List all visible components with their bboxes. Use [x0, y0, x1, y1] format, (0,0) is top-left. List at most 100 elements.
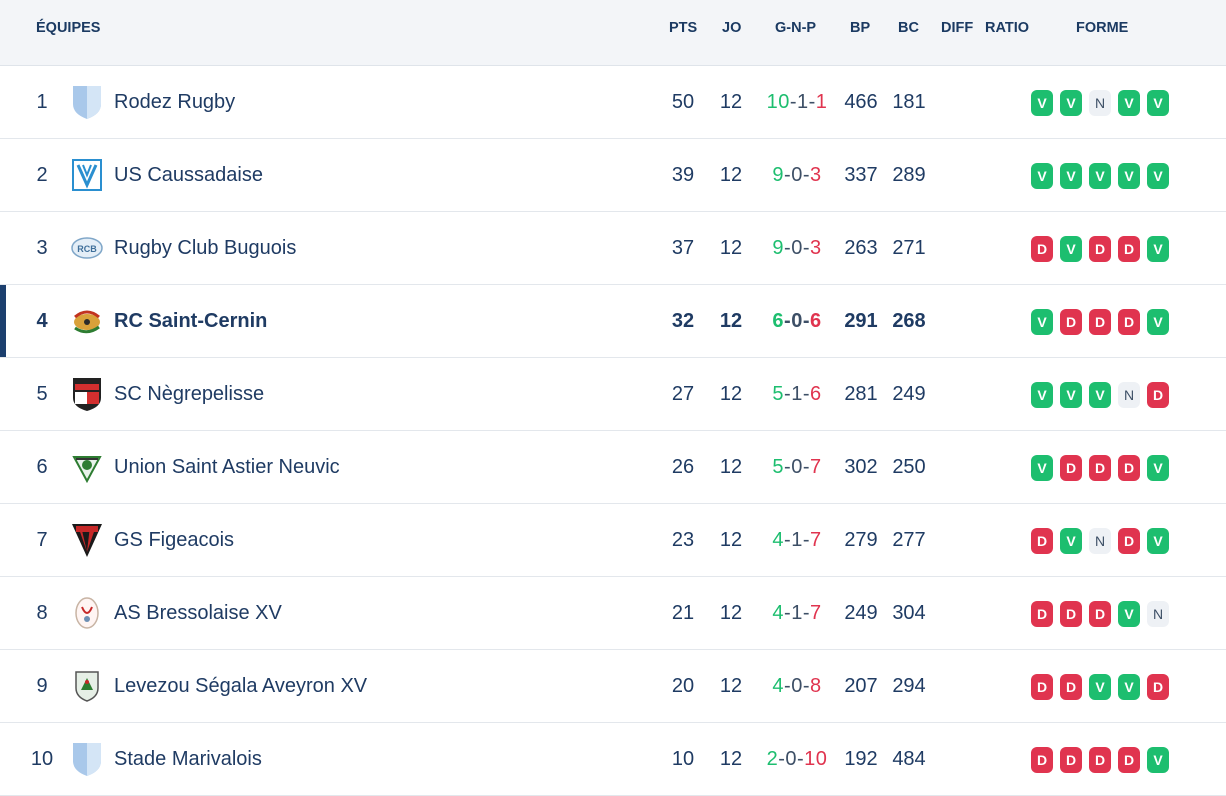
wins: 6 [772, 310, 785, 332]
form-badge[interactable]: D [1060, 455, 1082, 481]
form-badge[interactable]: V [1147, 455, 1169, 481]
table-row[interactable]: 6 Union Saint Astier Neuvic 26 12 5-0-7 302 25… [0, 431, 1226, 504]
table-row[interactable]: 9 Levezou Ségala Aveyron XV 20 12 4-0-8 207 29… [0, 650, 1226, 723]
table-row[interactable]: 3 RCB Rugby Club Buguois 37 12 9-0-3 263 271 D V D… [0, 212, 1226, 285]
points: 23 [671, 529, 695, 551]
form-badge[interactable]: D [1089, 747, 1111, 773]
form-badge[interactable]: D [1031, 236, 1053, 262]
points-against: 271 [892, 237, 926, 259]
form-badge[interactable]: V [1147, 747, 1169, 773]
form-badge[interactable]: V [1147, 90, 1169, 116]
table-row[interactable]: 4 RC Saint-Cernin 32 12 6-0-6 291 268 V D D D V [0, 285, 1226, 358]
wins: 4 [772, 675, 785, 697]
form-badge[interactable]: D [1031, 528, 1053, 554]
form-badge[interactable]: D [1118, 309, 1140, 335]
form-badge[interactable]: V [1089, 382, 1111, 408]
rank: 10 [30, 748, 54, 770]
form-badge[interactable]: D [1031, 601, 1053, 627]
rank: 5 [36, 383, 48, 405]
header-bc[interactable]: BC [898, 20, 919, 36]
table-row[interactable]: 7 GS Figeacois 23 12 4-1-7 279 277 D V N D V [0, 504, 1226, 577]
header-pts[interactable]: PTS [669, 20, 698, 36]
saint-astier-logo [70, 449, 104, 485]
form-badge[interactable]: D [1089, 455, 1111, 481]
team-name-link[interactable]: Stade Marivalois [114, 748, 262, 770]
team-name-link[interactable]: US Caussadaise [114, 164, 263, 186]
form-badge[interactable]: V [1147, 163, 1169, 189]
header-diff[interactable]: DIFF [941, 20, 974, 36]
points-against: 181 [892, 91, 926, 113]
form-badge[interactable]: D [1060, 601, 1082, 627]
form-badge[interactable]: D [1060, 747, 1082, 773]
form-badge[interactable]: V [1031, 163, 1053, 189]
form-badge[interactable]: D [1031, 674, 1053, 700]
form-badge[interactable]: D [1147, 674, 1169, 700]
form-badge[interactable]: N [1089, 90, 1111, 116]
rank: 9 [36, 675, 48, 697]
draws: 0 [791, 164, 803, 186]
table-row[interactable]: 5 SC Nègrepelisse 27 12 5-1-6 281 249 V V V N D [0, 358, 1226, 431]
form-badge[interactable]: D [1031, 747, 1053, 773]
form-badge[interactable]: V [1031, 309, 1053, 335]
form-badge[interactable]: V [1147, 528, 1169, 554]
form-badge[interactable]: V [1031, 455, 1053, 481]
form-badge[interactable]: V [1089, 674, 1111, 700]
form-badge[interactable]: D [1089, 309, 1111, 335]
team-name-link[interactable]: AS Bressolaise XV [114, 602, 282, 624]
table-row[interactable]: 8 AS Bressolaise XV 21 12 4-1-7 249 304 D D D V N [0, 577, 1226, 650]
form-badge[interactable]: V [1147, 236, 1169, 262]
form-badge[interactable]: D [1147, 382, 1169, 408]
form-badge[interactable]: V [1089, 163, 1111, 189]
header-ratio[interactable]: RATIO [985, 20, 1030, 36]
shield-light-blue-logo [70, 741, 104, 777]
team-name-link[interactable]: RC Saint-Cernin [114, 310, 268, 332]
form-badge[interactable]: V [1060, 236, 1082, 262]
form-badge[interactable]: V [1060, 163, 1082, 189]
form-badge[interactable]: V [1060, 90, 1082, 116]
table-row[interactable]: 10 Stade Marivalois 10 12 2-0-10 192 484 D D D D V [0, 723, 1226, 796]
wins: 2 [766, 748, 779, 770]
form-badge[interactable]: D [1089, 236, 1111, 262]
header-jo[interactable]: JO [722, 20, 742, 36]
form-badge[interactable]: D [1060, 309, 1082, 335]
header-gnp[interactable]: G-N-P [775, 20, 817, 36]
form-badge[interactable]: V [1031, 382, 1053, 408]
form-badge[interactable]: N [1118, 382, 1140, 408]
form-badge[interactable]: N [1089, 528, 1111, 554]
form-badge[interactable]: V [1147, 309, 1169, 335]
form-badge[interactable]: N [1147, 601, 1169, 627]
form-badge[interactable]: V [1118, 601, 1140, 627]
points-for: 263 [844, 237, 878, 259]
form-badge[interactable]: D [1060, 674, 1082, 700]
table-row[interactable]: 2 US Caussadaise 39 12 9-0-3 337 289 V V V V V [0, 139, 1226, 212]
form-badge[interactable]: V [1060, 382, 1082, 408]
losses: 6 [809, 383, 822, 405]
team-name-link[interactable]: Levezou Ségala Aveyron XV [114, 675, 368, 697]
form-badge[interactable]: D [1118, 236, 1140, 262]
header-bp[interactable]: BP [850, 20, 871, 36]
header-equipes[interactable]: ÉQUIPES [36, 20, 101, 36]
form-badge[interactable]: V [1118, 90, 1140, 116]
rank: 7 [36, 529, 48, 551]
form-badge[interactable]: D [1118, 528, 1140, 554]
points-against: 268 [892, 310, 926, 332]
team-name-link[interactable]: SC Nègrepelisse [114, 383, 265, 405]
team-name-link[interactable]: Union Saint Astier Neuvic [114, 456, 340, 478]
form-badge[interactable]: V [1118, 674, 1140, 700]
points-against: 294 [892, 675, 926, 697]
form-badge[interactable]: V [1118, 163, 1140, 189]
form-badge[interactable]: D [1089, 601, 1111, 627]
team-name-link[interactable]: Rodez Rugby [114, 91, 236, 113]
form-badge[interactable]: V [1060, 528, 1082, 554]
form-badge[interactable]: V [1031, 90, 1053, 116]
team-name-link[interactable]: GS Figeacois [114, 529, 235, 551]
form-badge[interactable]: D [1118, 747, 1140, 773]
win-draw-loss: 9-0-3 [772, 237, 822, 259]
points: 26 [671, 456, 695, 478]
table-row[interactable]: 1 Rodez Rugby 50 12 10-1-1 466 181 V V N V V [0, 66, 1226, 139]
games-played: 12 [719, 748, 743, 770]
team-name-link[interactable]: Rugby Club Buguois [114, 237, 297, 259]
games-played: 12 [719, 310, 743, 332]
form-badge[interactable]: D [1118, 455, 1140, 481]
